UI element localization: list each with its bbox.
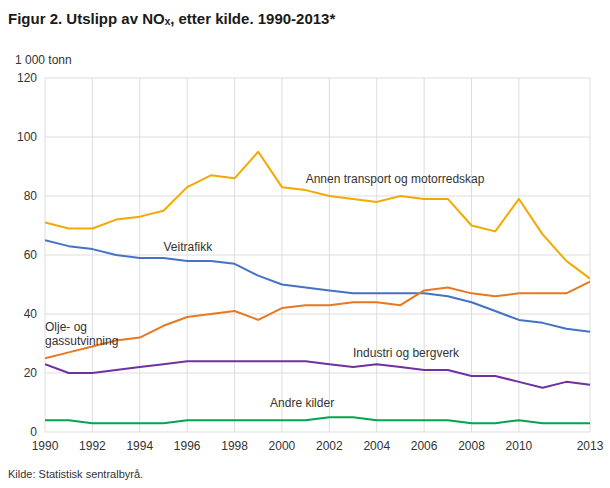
y-tick-label: 60 — [24, 248, 38, 262]
x-tick-label: 1990 — [32, 439, 59, 453]
x-grid-line — [424, 78, 425, 432]
y-grid-line — [45, 373, 590, 374]
x-tick-label: 1998 — [221, 439, 248, 453]
x-grid-line — [281, 78, 282, 432]
chart: Figur 2. Utslipp av NOₓ, etter kilde. 19… — [0, 0, 610, 488]
x-tick-label: 2013 — [577, 439, 604, 453]
x-grid-line — [471, 78, 472, 432]
x-grid-line — [45, 78, 46, 432]
y-grid-line — [45, 314, 590, 315]
y-tick-label: 20 — [24, 366, 38, 380]
series-line — [45, 152, 590, 279]
x-tick-label: 1994 — [126, 439, 153, 453]
annotation: Olje- oggassutvinning — [45, 320, 118, 348]
y-tick-label: 80 — [24, 189, 38, 203]
y-grid-line — [45, 196, 590, 197]
x-tick-label: 2004 — [363, 439, 390, 453]
title: Figur 2. Utslipp av NOₓ, etter kilde. 19… — [8, 10, 335, 27]
annotation-line: Industri og bergverk — [353, 346, 460, 360]
annotation: Veitrafikk — [163, 240, 213, 254]
y-grid-line — [45, 137, 590, 138]
annotation-line: Olje- og — [45, 320, 87, 334]
x-tick-label: 1992 — [79, 439, 106, 453]
x-grid-line — [376, 78, 377, 432]
annotation-line: Annen transport og motorredskap — [306, 172, 485, 186]
annotation-line: Andre kilder — [270, 396, 334, 410]
y-tick-label: 0 — [30, 425, 37, 439]
x-grid-line — [234, 78, 235, 432]
annotation-line: Veitrafikk — [163, 240, 213, 254]
x-grid-line — [590, 78, 591, 432]
grid — [45, 78, 590, 432]
y-tick-label: 40 — [24, 307, 38, 321]
x-tick-label: 2000 — [269, 439, 296, 453]
series-line — [45, 282, 590, 359]
annotation: Annen transport og motorredskap — [306, 172, 485, 186]
y-grid-line — [45, 432, 590, 433]
x-grid-line — [92, 78, 93, 432]
x-grid-line — [518, 78, 519, 432]
x-tick-label: 2002 — [316, 439, 343, 453]
y-tick-label: 100 — [17, 130, 37, 144]
x-tick-label: 2006 — [411, 439, 438, 453]
series-line — [45, 361, 590, 388]
source: Kilde: Statistisk sentralbyrå. — [8, 468, 143, 480]
x-tick-label: 1996 — [174, 439, 201, 453]
annotation: Andre kilder — [270, 396, 334, 410]
x-tick-label: 2010 — [506, 439, 533, 453]
x-grid-line — [139, 78, 140, 432]
x-tick-label: 2008 — [458, 439, 485, 453]
y-axis-label: 1 000 tonn — [15, 53, 72, 67]
lines — [45, 152, 590, 423]
annotation: Industri og bergverk — [353, 346, 460, 360]
x-grid-line — [329, 78, 330, 432]
y-tick-label: 120 — [17, 71, 37, 85]
series-line — [45, 417, 590, 423]
y-grid-line — [45, 78, 590, 79]
x-grid-line — [187, 78, 188, 432]
series-line — [45, 240, 590, 331]
annotation-line: gassutvinning — [45, 334, 118, 348]
